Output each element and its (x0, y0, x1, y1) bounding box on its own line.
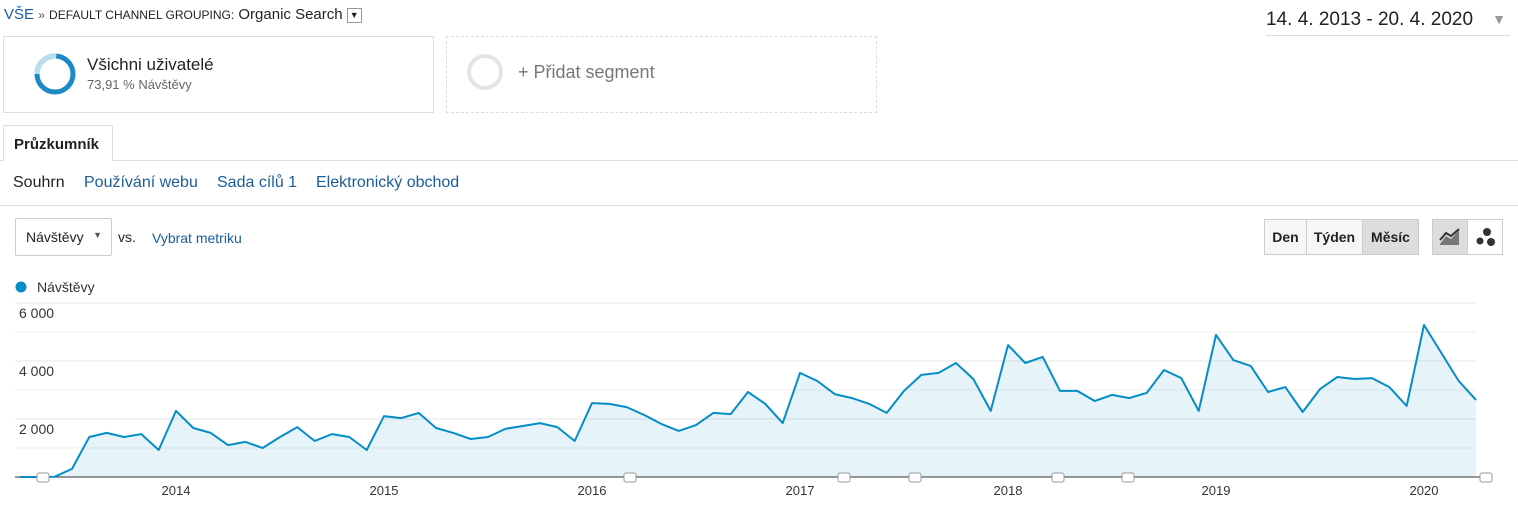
period-button[interactable]: Den (1264, 219, 1307, 255)
x-tick-label: 2018 (994, 483, 1023, 498)
annotation-marker (623, 472, 637, 483)
legend-label: Návštěvy (37, 279, 95, 295)
x-tick-label: 2015 (370, 483, 399, 498)
date-range[interactable]: 14. 4. 2013 - 20. 4. 2020 ▼ (1266, 9, 1510, 36)
annotation-marker (1051, 472, 1065, 483)
x-tick-label: 2017 (786, 483, 815, 498)
metric-dropdown[interactable]: Návštěvy ▼ (15, 218, 112, 256)
breadcrumb: VŠE » DEFAULT CHANNEL GROUPING: Organic … (4, 6, 362, 23)
x-tick-label: 2020 (1410, 483, 1439, 498)
motion-view-button[interactable] (1467, 219, 1503, 255)
y-tick-label: 6 000 (19, 305, 54, 321)
period-button[interactable]: Týden (1306, 219, 1363, 255)
subtab[interactable]: Sada cílů 1 (217, 174, 298, 191)
y-tick-label: 4 000 (19, 363, 54, 379)
metric-label: Návštěvy (26, 229, 84, 245)
legend-swatch (15, 281, 27, 293)
x-tick-label: 2014 (162, 483, 191, 498)
series-line (20, 324, 1477, 478)
vs: vs. (118, 229, 136, 245)
subtab[interactable]: Používání webu (84, 174, 198, 191)
y-tick-label: 2 000 (19, 421, 54, 437)
subtab-rule (0, 205, 1518, 206)
annotation-marker (1479, 472, 1493, 483)
segment-detail: 73,91 % Návštěvy (87, 77, 192, 92)
breadcrumb-root[interactable]: VŠE (4, 6, 35, 23)
segment-card[interactable]: Všichni uživatelé 73,91 % Návštěvy (3, 36, 434, 113)
chart: Návštěvy 2 000 4 000 6 000 2014 2015 2016 2017… (15, 279, 1493, 498)
dropdown-arrow[interactable]: ▼ (346, 7, 362, 23)
subtab[interactable]: Elektronický obchod (316, 174, 460, 191)
breadcrumb-separator: » (38, 8, 45, 22)
add-segment[interactable]: + Přidat segment (446, 36, 877, 113)
tab-rule (0, 160, 1518, 161)
subtab[interactable]: Souhrn (13, 174, 65, 191)
annotation-marker (36, 472, 50, 483)
select-metric[interactable]: Vybrat metriku (152, 230, 242, 246)
annotation-marker (908, 472, 922, 483)
tab[interactable]: Průzkumník (3, 125, 113, 161)
add-segment-label: + Přidat segment (518, 62, 655, 82)
annotation-marker (1121, 472, 1135, 483)
x-tick-label: 2019 (1202, 483, 1231, 498)
line-view-button[interactable] (1432, 219, 1468, 255)
segment-name: Všichni uživatelé (87, 55, 214, 74)
segment-ring (34, 53, 76, 95)
area (20, 325, 1476, 477)
date-range-text: 14. 4. 2013 - 20. 4. 2020 (1266, 9, 1474, 30)
breadcrumb-value: Organic Search (238, 6, 343, 23)
x-tick-label: 2016 (578, 483, 607, 498)
period-button[interactable]: Měsíc (1362, 219, 1419, 255)
annotation-marker (837, 472, 851, 483)
breadcrumb-dimension: DEFAULT CHANNEL GROUPING: (49, 8, 235, 22)
